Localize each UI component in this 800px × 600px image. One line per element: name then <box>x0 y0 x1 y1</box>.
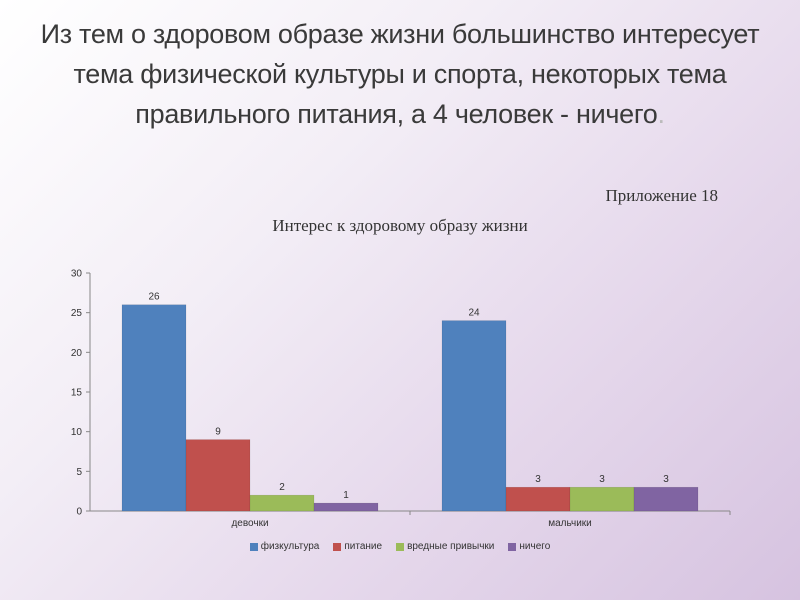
bar <box>441 320 507 512</box>
legend-item: физкультура <box>249 541 320 552</box>
y-tick-label: 25 <box>71 308 83 319</box>
bar <box>121 304 187 512</box>
data-label: 3 <box>535 474 541 485</box>
y-tick-label: 20 <box>71 348 83 359</box>
data-label: 1 <box>343 490 349 501</box>
y-tick-label: 15 <box>71 388 83 399</box>
bar <box>505 486 571 512</box>
bar <box>185 439 251 512</box>
y-tick-label: 5 <box>76 467 82 478</box>
legend-swatch <box>508 542 517 551</box>
legend-label: вредные привычки <box>407 541 495 552</box>
data-label: 9 <box>215 427 221 438</box>
legend-swatch <box>396 542 405 551</box>
chart-title: Интерес к здоровому образу жизни <box>272 216 528 235</box>
y-tick-label: 30 <box>71 269 83 280</box>
slide-title: Из тем о здоровом образе жизни большинст… <box>40 14 760 134</box>
bar <box>313 502 379 512</box>
appendix-label: Приложение 18 <box>605 186 719 205</box>
bar <box>633 486 699 512</box>
data-label: 3 <box>663 474 669 485</box>
legend-swatch <box>249 542 258 551</box>
legend-swatch <box>333 542 342 551</box>
y-tick-label: 10 <box>71 427 83 438</box>
legend-label: ничего <box>519 541 551 552</box>
legend-item: питание <box>333 541 382 552</box>
x-tick-label: мальчики <box>548 518 592 529</box>
legend-label: питание <box>344 541 383 552</box>
data-label: 26 <box>148 292 160 303</box>
chart-legend: физкультура питание вредные привычки ничего <box>0 541 800 552</box>
bar <box>249 494 315 512</box>
data-label: 24 <box>468 308 480 319</box>
slide-title-text: Из тем о здоровом образе жизни большинст… <box>40 19 760 129</box>
slide-title-end: . <box>657 99 666 129</box>
data-label: 3 <box>599 474 605 485</box>
legend-item: вредные привычки <box>396 541 494 552</box>
x-tick-label: девочки <box>231 518 268 529</box>
legend-item: ничего <box>508 541 550 552</box>
legend-label: физкультура <box>260 541 320 552</box>
data-label: 2 <box>279 482 285 493</box>
bar <box>569 486 635 512</box>
y-tick-label: 0 <box>76 507 82 518</box>
